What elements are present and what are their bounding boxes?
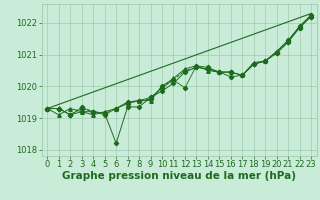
X-axis label: Graphe pression niveau de la mer (hPa): Graphe pression niveau de la mer (hPa) — [62, 171, 296, 181]
